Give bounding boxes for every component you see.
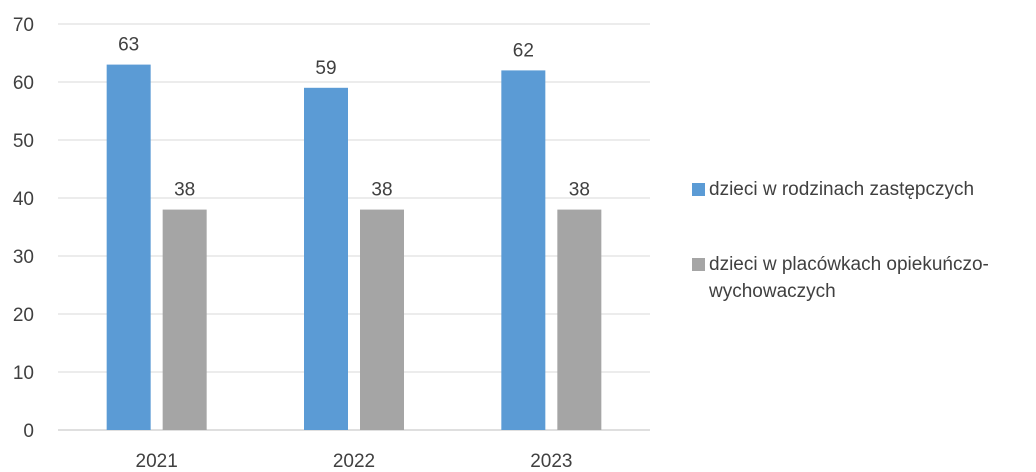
bar-2022-series-0 bbox=[304, 87, 348, 431]
x-tick-label: 2022 bbox=[333, 451, 375, 472]
bar-2021-series-1 bbox=[162, 209, 207, 430]
y-tick-label: 60 bbox=[13, 73, 34, 94]
y-tick-label: 0 bbox=[23, 421, 34, 442]
x-axis-ticks: 2021 2022 2023 bbox=[136, 451, 573, 472]
data-labels: 63 38 59 38 62 38 bbox=[118, 35, 590, 201]
gridlines bbox=[58, 23, 650, 431]
legend-label: dzieci w placówkach opiekuńczo-wychowacz… bbox=[709, 254, 989, 302]
y-axis-ticks: 0 10 20 30 40 50 60 70 bbox=[13, 15, 34, 442]
bars bbox=[106, 64, 602, 431]
legend-item-care-institutions: dzieci w placówkach opiekuńczo-wychowacz… bbox=[692, 251, 1032, 305]
legend: dzieci w rodzinach zastępczych dzieci w … bbox=[692, 176, 1032, 353]
data-label: 38 bbox=[569, 180, 590, 201]
y-tick-label: 70 bbox=[13, 15, 34, 36]
bar-2023-series-1 bbox=[557, 209, 602, 430]
legend-item-foster-families: dzieci w rodzinach zastępczych bbox=[692, 176, 1032, 203]
legend-label: dzieci w rodzinach zastępczych bbox=[709, 179, 975, 200]
legend-swatch-blue bbox=[692, 183, 705, 196]
data-label: 59 bbox=[315, 58, 336, 79]
bar-2022-series-1 bbox=[360, 209, 404, 430]
data-label: 38 bbox=[174, 180, 195, 201]
y-tick-label: 40 bbox=[13, 189, 34, 210]
y-tick-label: 20 bbox=[13, 305, 34, 326]
x-tick-label: 2021 bbox=[136, 451, 178, 472]
y-tick-label: 30 bbox=[13, 247, 34, 268]
data-label: 38 bbox=[371, 180, 392, 201]
data-label: 63 bbox=[118, 35, 139, 56]
bar-2023-series-0 bbox=[501, 70, 546, 431]
y-tick-label: 10 bbox=[13, 363, 34, 384]
data-label: 62 bbox=[513, 40, 534, 61]
legend-swatch-gray bbox=[692, 258, 705, 271]
bar-2021-series-0 bbox=[106, 64, 151, 430]
y-tick-label: 50 bbox=[13, 131, 34, 152]
x-tick-label: 2023 bbox=[530, 451, 572, 472]
